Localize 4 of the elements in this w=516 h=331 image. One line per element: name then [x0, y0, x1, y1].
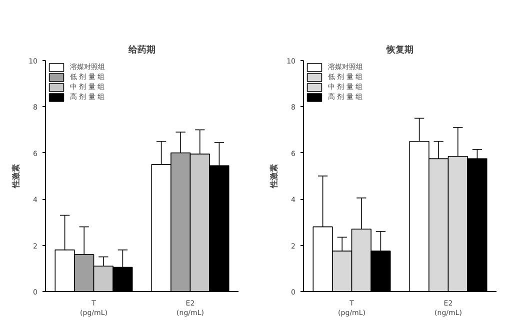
- y-axis-title: 性激素: [270, 164, 279, 189]
- y-axis-title: 性激素: [12, 164, 21, 189]
- chart-title: 给药期: [128, 44, 156, 56]
- chart-title: 恢复期: [386, 44, 414, 56]
